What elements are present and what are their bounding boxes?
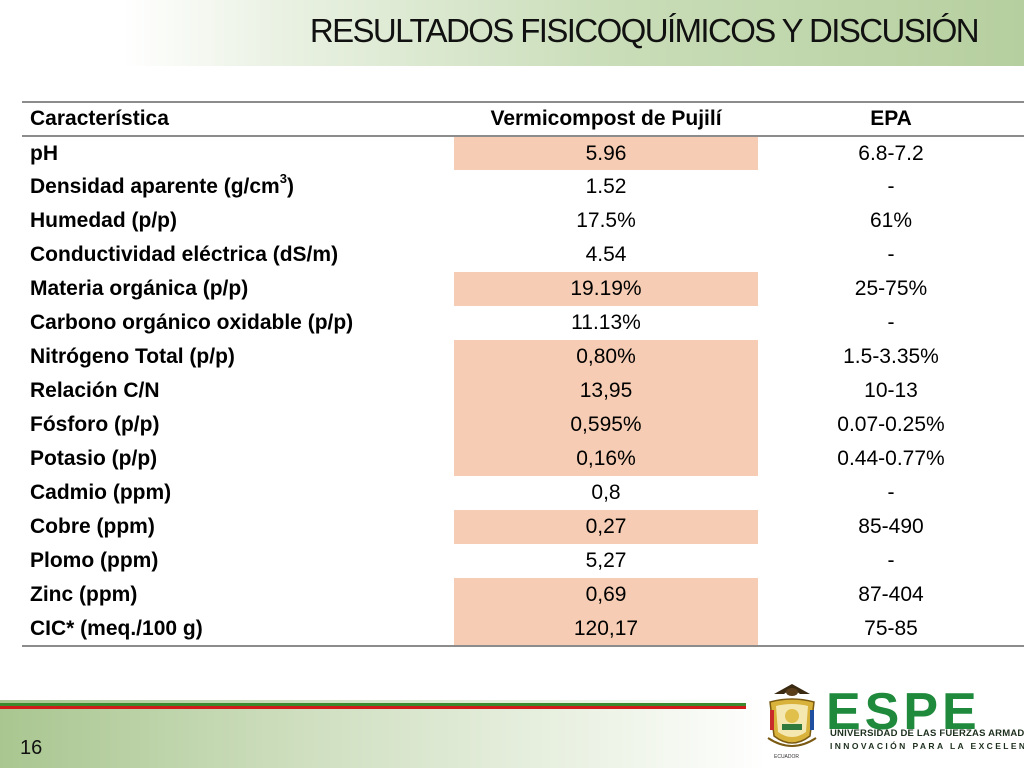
row-label-text: Relación C/N bbox=[30, 379, 160, 402]
epa-value: 25-75% bbox=[854, 277, 928, 300]
table-row: Materia orgánica (p/p) 19.19% 25-75% bbox=[22, 272, 1024, 306]
table-row: Zinc (ppm) 0,69 87-404 bbox=[22, 578, 1024, 612]
epa-value: 61% bbox=[869, 209, 913, 232]
vermicompost-value: 4.54 bbox=[585, 243, 627, 266]
vermicompost-value: 0,80% bbox=[454, 340, 758, 374]
header-caracteristica: Característica bbox=[22, 101, 454, 137]
table-row: Conductividad eléctrica (dS/m) 4.54 - bbox=[22, 238, 1024, 272]
row-label-text: Cobre (ppm) bbox=[30, 515, 155, 538]
epa-value: - bbox=[887, 311, 895, 334]
row-label: Zinc (ppm) bbox=[22, 578, 454, 612]
vermicompost-value: 0,16% bbox=[454, 442, 758, 476]
row-label: Conductividad eléctrica (dS/m) bbox=[22, 238, 454, 272]
vermicompost-value: 19.19% bbox=[454, 272, 758, 306]
row-label-text: Nitrógeno Total (p/p) bbox=[30, 345, 235, 368]
epa-value: - bbox=[887, 481, 895, 504]
vermicompost-value: 5,27 bbox=[585, 549, 627, 572]
espe-logo: ECUADOR ESPE UNIVERSIDAD DE LAS FUERZAS … bbox=[756, 680, 1024, 768]
table-row: Cobre (ppm) 0,27 85-490 bbox=[22, 510, 1024, 544]
epa-value: 10-13 bbox=[864, 379, 918, 402]
row-label-text: Materia orgánica (p/p) bbox=[30, 277, 249, 300]
title-band bbox=[0, 0, 1024, 66]
row-label: CIC* (meq./100 g) bbox=[22, 612, 454, 647]
table-row: Densidad aparente (g/cm3) 1.52 - bbox=[22, 170, 1024, 204]
row-label-end: ) bbox=[286, 175, 294, 198]
row-label-text: Humedad (p/p) bbox=[30, 209, 177, 232]
vermicompost-value: 120,17 bbox=[454, 612, 758, 647]
row-label: Potasio (p/p) bbox=[22, 442, 454, 476]
table-row: Carbono orgánico oxidable (p/p) 11.13% - bbox=[22, 306, 1024, 340]
row-label-text: Densidad aparente (g/cm bbox=[30, 175, 280, 198]
vermicompost-value: 13,95 bbox=[454, 374, 758, 408]
row-label: Cobre (ppm) bbox=[22, 510, 454, 544]
vermicompost-value: 0,8 bbox=[591, 481, 621, 504]
page-number: 16 bbox=[20, 737, 43, 759]
table-row: Plomo (ppm) 5,27 - bbox=[22, 544, 1024, 578]
epa-value: - bbox=[887, 549, 895, 572]
table-row: pH 5.96 6.8-7.2 bbox=[22, 136, 1024, 170]
row-label: Nitrógeno Total (p/p) bbox=[22, 340, 454, 374]
row-label-text: Cadmio (ppm) bbox=[30, 481, 172, 504]
row-label-text: Plomo (ppm) bbox=[30, 549, 159, 572]
row-label-text: pH bbox=[30, 141, 58, 165]
epa-value: 75-85 bbox=[758, 612, 1024, 647]
footer-stripe-red bbox=[0, 706, 746, 709]
table-row: Relación C/N 13,95 10-13 bbox=[22, 374, 1024, 408]
row-label-text: Fósforo (p/p) bbox=[30, 413, 160, 436]
row-label-superscript: 3 bbox=[279, 171, 287, 186]
row-label: pH bbox=[22, 136, 454, 170]
vermicompost-value: 0,27 bbox=[454, 510, 758, 544]
row-label: Fósforo (p/p) bbox=[22, 408, 454, 442]
row-label-text: Conductividad eléctrica (dS/m) bbox=[30, 243, 339, 266]
row-label-text: CIC* (meq./100 g) bbox=[30, 616, 203, 640]
vermicompost-value: 17.5% bbox=[576, 209, 636, 232]
epa-value: 0.44-0.77% bbox=[837, 447, 945, 470]
epa-value: 6.8-7.2 bbox=[858, 141, 924, 165]
vermicompost-value: 0,69 bbox=[454, 578, 758, 612]
espe-wordmark: ESPE bbox=[826, 683, 981, 741]
slide-title: RESULTADOS FISICOQUÍMICOS Y DISCUSIÓN bbox=[309, 12, 980, 49]
table-header-row: Característica Vermicompost de Pujilí EP… bbox=[22, 101, 1024, 137]
epa-value: - bbox=[887, 175, 895, 198]
vermicompost-value: 1.52 bbox=[585, 175, 627, 198]
epa-value: 1.5-3.35% bbox=[843, 345, 939, 368]
table-row: CIC* (meq./100 g) 120,17 75-85 bbox=[22, 612, 1024, 647]
row-label: Materia orgánica (p/p) bbox=[22, 272, 454, 306]
header-epa: EPA bbox=[758, 101, 1024, 137]
row-label-text: Potasio (p/p) bbox=[30, 447, 158, 470]
epa-value: 85-490 bbox=[858, 515, 924, 538]
row-label: Carbono orgánico oxidable (p/p) bbox=[22, 306, 454, 340]
crest-label: ECUADOR bbox=[774, 754, 800, 760]
vermicompost-value: 5.96 bbox=[454, 136, 758, 170]
epa-value: 0.07-0.25% bbox=[837, 413, 945, 436]
epa-value: - bbox=[887, 243, 895, 266]
table-row: Fósforo (p/p) 0,595% 0.07-0.25% bbox=[22, 408, 1024, 442]
footer-band bbox=[0, 700, 1024, 768]
table-row: Nitrógeno Total (p/p) 0,80% 1.5-3.35% bbox=[22, 340, 1024, 374]
row-label: Relación C/N bbox=[22, 374, 454, 408]
table-row: Humedad (p/p) 17.5% 61% bbox=[22, 204, 1024, 238]
university-crest-icon bbox=[767, 684, 817, 747]
university-tagline: INNOVACIÓN PARA LA EXCELENCIA bbox=[830, 741, 1024, 751]
row-label: Cadmio (ppm) bbox=[22, 476, 454, 510]
row-label: Plomo (ppm) bbox=[22, 544, 454, 578]
row-label-text: Carbono orgánico oxidable (p/p) bbox=[30, 311, 354, 334]
table-body: pH 5.96 6.8-7.2 Densidad aparente (g/cm3) 1.… bbox=[22, 136, 1024, 647]
footer-stripe-green bbox=[0, 703, 746, 706]
table-row: Cadmio (ppm) 0,8 - bbox=[22, 476, 1024, 510]
epa-value: 87-404 bbox=[858, 583, 924, 606]
university-name: UNIVERSIDAD DE LAS FUERZAS ARMADAS bbox=[830, 728, 1024, 739]
results-table: Característica Vermicompost de Pujilí EP… bbox=[22, 101, 1024, 647]
table-row: Potasio (p/p) 0,16% 0.44-0.77% bbox=[22, 442, 1024, 476]
row-label: Humedad (p/p) bbox=[22, 204, 454, 238]
vermicompost-value: 0,595% bbox=[454, 408, 758, 442]
header-vermicompost: Vermicompost de Pujilí bbox=[454, 101, 758, 137]
row-label: Densidad aparente (g/cm3) bbox=[22, 170, 454, 204]
vermicompost-value: 11.13% bbox=[571, 311, 641, 334]
row-label-text: Zinc (ppm) bbox=[30, 583, 138, 606]
